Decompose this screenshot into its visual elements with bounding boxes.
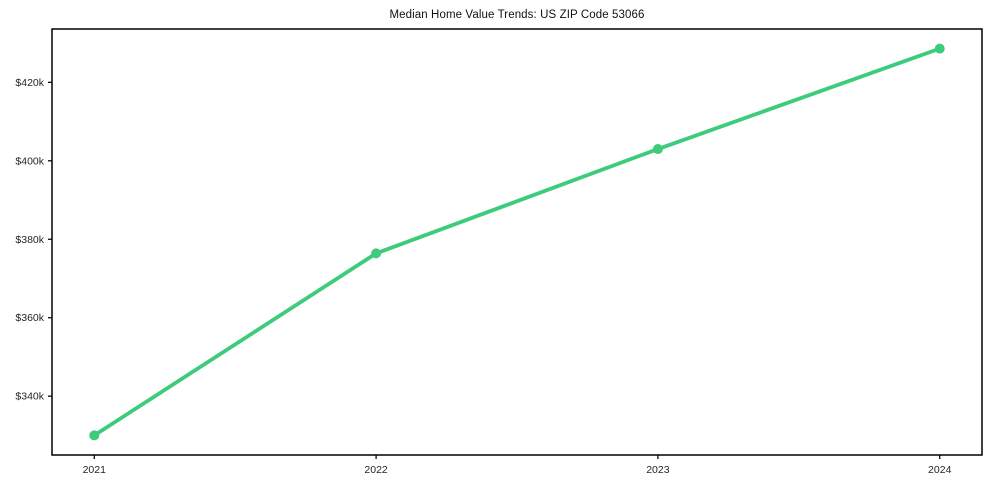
- x-tick-label: 2022: [364, 464, 388, 476]
- y-tick-label: $420k: [15, 77, 44, 89]
- x-tick-label: 2021: [83, 464, 107, 476]
- data-point-marker: [652, 144, 663, 155]
- trend-line: [92, 46, 942, 438]
- data-point-marker: [934, 43, 945, 54]
- y-tick-label: $340k: [15, 391, 44, 403]
- y-tick-label: $400k: [15, 155, 44, 167]
- data-point-marker: [371, 248, 382, 259]
- data-point-marker: [89, 430, 100, 441]
- y-tick-label: $380k: [15, 234, 44, 246]
- y-tick-label: $360k: [15, 312, 44, 324]
- plot-border: [51, 28, 983, 456]
- chart-title: Median Home Value Trends: US ZIP Code 53…: [389, 9, 645, 21]
- x-tick-label: 2024: [928, 464, 952, 476]
- x-tick-label: 2023: [646, 464, 670, 476]
